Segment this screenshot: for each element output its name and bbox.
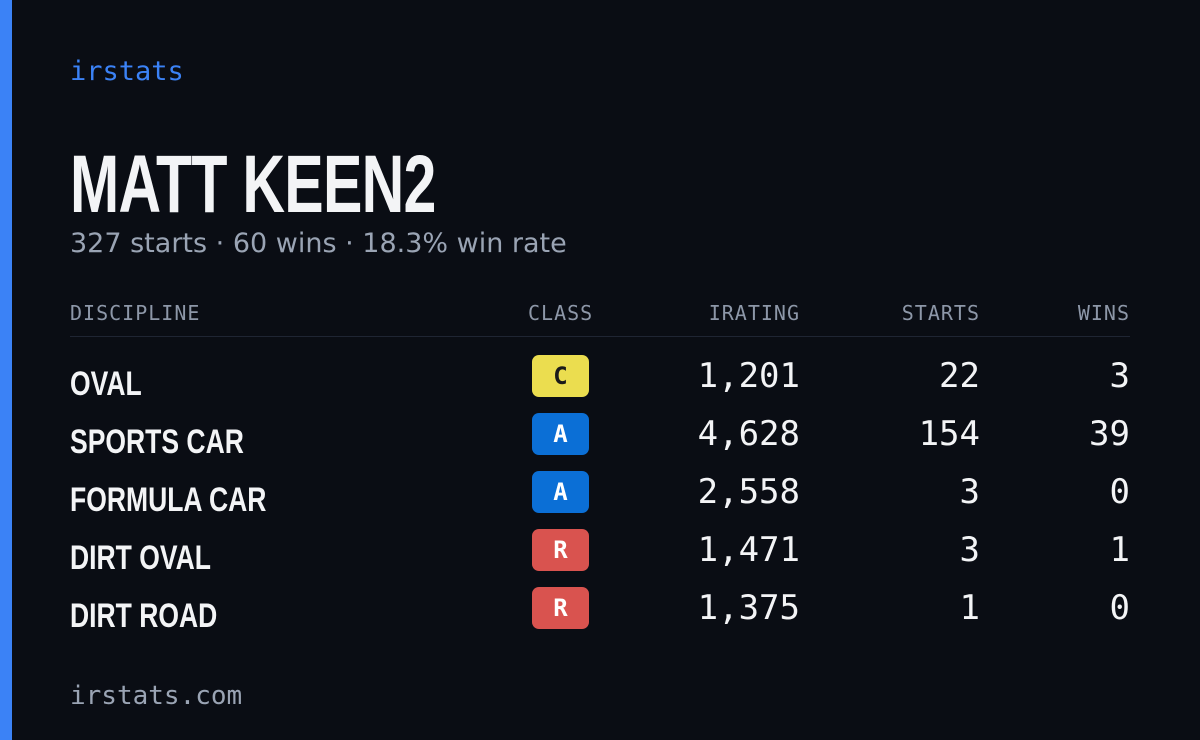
column-header: DISCIPLINE <box>70 301 201 325</box>
discipline: OVAL <box>70 365 142 403</box>
class-badge: R <box>532 529 589 571</box>
wins: 3 <box>1109 356 1130 396</box>
header-rule <box>70 336 1130 337</box>
footer: irstats.com <box>70 681 243 711</box>
wins: 1 <box>1109 530 1130 570</box>
wins: 0 <box>1109 472 1130 512</box>
starts: 22 <box>939 356 980 396</box>
class-badge: A <box>532 471 589 513</box>
irating: 4,628 <box>697 414 800 454</box>
irating: 1,201 <box>697 356 800 396</box>
column-header: STARTS <box>901 301 980 325</box>
accent-stripe <box>0 0 12 740</box>
column-header: CLASS <box>528 301 594 325</box>
irating: 1,375 <box>697 588 800 628</box>
irating: 1,471 <box>697 530 800 570</box>
discipline: SPORTS CAR <box>70 423 244 461</box>
brand: irstats <box>70 56 184 87</box>
wins: 39 <box>1089 414 1130 454</box>
column-header: IRATING <box>708 301 800 325</box>
starts: 1 <box>959 588 980 628</box>
discipline: FORMULA CAR <box>70 481 267 519</box>
starts: 3 <box>959 530 980 570</box>
class-badge: R <box>532 587 589 629</box>
player-name: MATT KEEN2 <box>70 139 436 230</box>
starts: 154 <box>918 414 980 454</box>
wins: 0 <box>1109 588 1130 628</box>
starts: 3 <box>959 472 980 512</box>
summary: 327 starts · 60 wins · 18.3% win rate <box>70 228 567 259</box>
column-header: WINS <box>1077 301 1130 325</box>
class-badge: C <box>532 355 589 397</box>
discipline: DIRT ROAD <box>70 597 218 635</box>
irating: 2,558 <box>697 472 800 512</box>
discipline: DIRT OVAL <box>70 539 211 577</box>
class-badge: A <box>532 413 589 455</box>
